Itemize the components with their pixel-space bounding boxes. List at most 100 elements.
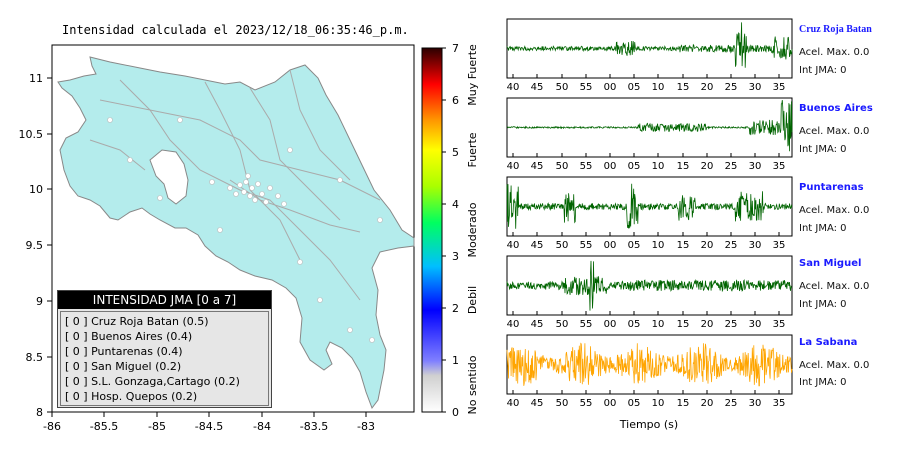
time-tick-label: 50 — [556, 398, 569, 409]
lat-tick-label: 9.5 — [26, 239, 44, 252]
lat-tick-label: 8.5 — [26, 351, 44, 364]
time-tick-label: 05 — [628, 161, 641, 172]
seismogram-trace — [506, 183, 793, 229]
seismogram-panel: 40 45 50 55 00 05 10 15 20 25 30 35 — [506, 97, 793, 172]
colorbar-category-label: No sentido — [466, 355, 479, 414]
colorbar-tick-label: 0 — [452, 406, 459, 419]
station-jma: Int JMA: 0 — [799, 223, 847, 234]
station-jma: Int JMA: 0 — [799, 377, 847, 388]
lon-tick-label: -84 — [253, 420, 271, 433]
legend-row: [ 0 ] Cruz Roja Batan (0.5) — [65, 315, 209, 328]
station-acel: Acel. Max. 0.0 — [799, 205, 870, 216]
time-tick-label: 55 — [580, 398, 593, 409]
time-tick-label: 25 — [725, 240, 738, 251]
time-tick-label: 45 — [531, 319, 544, 330]
station-name: Puntarenas — [799, 182, 864, 193]
time-tick-label: 25 — [725, 319, 738, 330]
time-tick-label: 00 — [604, 319, 617, 330]
time-tick-label: 45 — [531, 82, 544, 93]
time-tick-label: 30 — [749, 240, 762, 251]
station-acel: Acel. Max. 0.0 — [799, 281, 870, 292]
time-tick-label: 50 — [556, 319, 569, 330]
time-tick-label: 10 — [652, 319, 665, 330]
colorbar: 0 1 2 3 4 5 6 7 No sentido Debil Moderado Fuerte Mu… — [421, 42, 479, 419]
lon-tick-label: -86 — [43, 420, 61, 433]
time-tick-label: 45 — [531, 398, 544, 409]
seismogram-panel: 40 45 50 55 00 05 10 15 20 25 30 35 — [506, 334, 793, 409]
time-tick-label: 00 — [604, 398, 617, 409]
time-tick-label: 25 — [725, 82, 738, 93]
lat-axis: 11 10.5 10 9.5 9 8.5 8 — [19, 72, 52, 419]
lat-tick-label: 9 — [36, 295, 43, 308]
colorbar-tick-label: 5 — [452, 146, 459, 159]
colorbar-scale — [421, 47, 443, 413]
time-tick-label: 35 — [773, 161, 786, 172]
time-tick-label: 20 — [701, 82, 714, 93]
time-tick-label: 30 — [749, 319, 762, 330]
colorbar-category-label: Moderado — [466, 202, 479, 257]
lon-tick-label: -85 — [148, 420, 166, 433]
time-tick-label: 20 — [701, 240, 714, 251]
time-tick-label: 20 — [701, 319, 714, 330]
time-tick-label: 55 — [580, 319, 593, 330]
map-title: Intensidad calculada el 2023/12/18_06:35… — [62, 23, 409, 37]
legend-row: [ 0 ] Puntarenas (0.4) — [65, 345, 183, 358]
station-jma: Int JMA: 0 — [799, 144, 847, 155]
time-tick-label: 50 — [556, 240, 569, 251]
time-tick-label: 40 — [507, 319, 520, 330]
time-tick-label: 25 — [725, 161, 738, 172]
costa-rica-land — [57, 56, 415, 410]
time-tick-label: 05 — [628, 398, 641, 409]
seismogram-trace — [506, 22, 793, 68]
seismogram-panel: 40 45 50 55 00 05 10 15 20 25 30 35 — [506, 18, 793, 93]
lon-tick-label: -83 — [357, 420, 375, 433]
colorbar-tick-label: 7 — [452, 42, 459, 55]
time-tick-label: 30 — [749, 161, 762, 172]
time-tick-label: 00 — [604, 82, 617, 93]
time-tick-label: 55 — [580, 82, 593, 93]
time-axis-label: Tiempo (s) — [619, 418, 678, 431]
seismogram-panel: 40 45 50 55 00 05 10 15 20 25 30 35 — [506, 255, 793, 330]
time-tick-label: 35 — [773, 319, 786, 330]
station-name: La Sabana — [799, 337, 858, 348]
time-tick-label: 55 — [580, 240, 593, 251]
time-tick-label: 20 — [701, 161, 714, 172]
time-tick-label: 05 — [628, 319, 641, 330]
lon-tick-label: -84.5 — [195, 420, 223, 433]
station-acel: Acel. Max. 0.0 — [799, 360, 870, 371]
time-tick-label: 15 — [677, 398, 690, 409]
time-tick-label: 00 — [604, 161, 617, 172]
time-tick-label: 05 — [628, 240, 641, 251]
time-tick-label: 45 — [531, 240, 544, 251]
time-tick-label: 10 — [652, 240, 665, 251]
internal-lines — [89, 69, 381, 301]
seismogram-trace — [506, 342, 793, 387]
lat-tick-label: 11 — [29, 72, 43, 85]
station-name: Cruz Roja Batan — [799, 24, 872, 35]
time-tick-label: 35 — [773, 82, 786, 93]
time-tick-label: 30 — [749, 82, 762, 93]
time-tick-label: 30 — [749, 398, 762, 409]
colorbar-tick-label: 1 — [452, 354, 459, 367]
time-tick-label: 20 — [701, 398, 714, 409]
time-tick-label: 10 — [652, 82, 665, 93]
lon-tick-label: -85.5 — [90, 420, 118, 433]
time-tick-label: 40 — [507, 82, 520, 93]
time-tick-label: 15 — [677, 82, 690, 93]
seismogram-trace — [506, 100, 793, 152]
colorbar-category-label: Muy Fuerte — [466, 44, 479, 106]
lat-tick-label: 8 — [36, 406, 43, 419]
colorbar-tick-label: 6 — [452, 94, 459, 107]
time-tick-label: 00 — [604, 240, 617, 251]
legend-list: [ 0 ] Cruz Roja Batan (0.5) [ 0 ] Buenos… — [60, 311, 269, 406]
colorbar-tick-label: 4 — [452, 198, 459, 211]
station-dots — [107, 117, 383, 343]
lat-tick-label: 10 — [29, 183, 43, 196]
seismogram-panel: 40 45 50 55 00 05 10 15 20 25 30 35 — [506, 176, 793, 251]
time-tick-label: 15 — [677, 161, 690, 172]
colorbar-tick-label: 3 — [452, 250, 459, 263]
time-tick-label: 15 — [677, 240, 690, 251]
seismogram-panels: 40 45 50 55 00 05 10 15 20 25 30 35 40 45 50 55 00 05 10 15… — [506, 18, 793, 431]
